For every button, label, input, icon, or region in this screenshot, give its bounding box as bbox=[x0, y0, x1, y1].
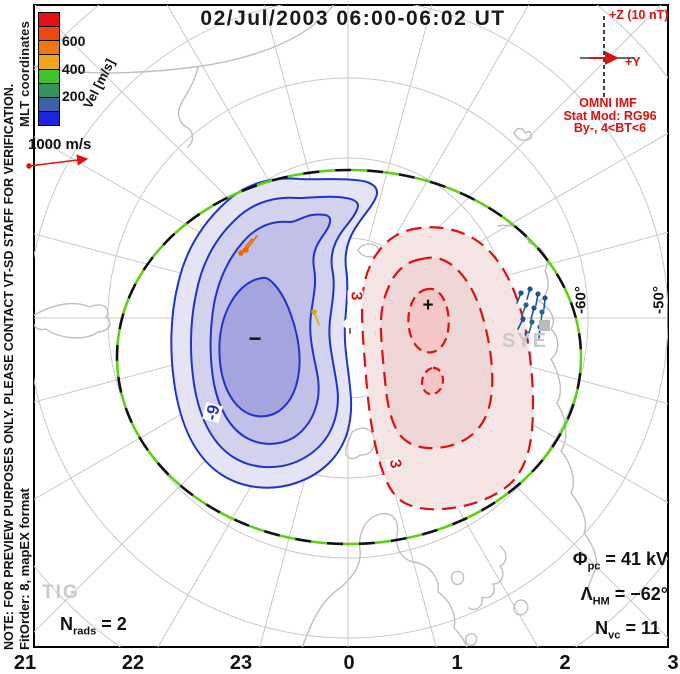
colorbar-segment bbox=[39, 41, 59, 56]
stat-phi-pc: Φpc = 41 kV bbox=[572, 549, 668, 573]
positive-cell-marker: + bbox=[422, 295, 434, 316]
radar-label-tig: TIG bbox=[42, 582, 80, 603]
lat-label-60: -60° bbox=[572, 286, 590, 314]
negative-potential-cell bbox=[170, 177, 379, 489]
mlt-tick-0: 0 bbox=[343, 652, 355, 674]
imf-z-label: +Z (10 nT) bbox=[609, 8, 669, 22]
colorbar-segment bbox=[39, 83, 59, 98]
negative-cell-marker: − bbox=[248, 326, 262, 351]
colorbar-segment bbox=[39, 55, 59, 70]
velocity-scale-label: 1000 m/s bbox=[28, 136, 92, 153]
pole-marker bbox=[343, 318, 355, 334]
stat-lambda-hm: ΛHM = −62° bbox=[580, 584, 668, 608]
imf-condition-label: By-, 4<BT<6 bbox=[573, 121, 647, 135]
sye-vectors bbox=[516, 286, 548, 345]
plot-title: 02/Jul/2003 06:00-06:02 UT bbox=[200, 7, 506, 30]
colorbar-segment bbox=[39, 27, 59, 42]
colorbar-tick-200: 200 bbox=[62, 88, 86, 104]
stat-n-rads: Nrads = 2 bbox=[60, 614, 127, 638]
imf-source-label: OMNI IMF bbox=[579, 96, 637, 110]
positive-potential-cell bbox=[360, 226, 535, 511]
mlt-tick-22: 22 bbox=[121, 652, 145, 674]
velocity-scale-arrow bbox=[26, 154, 89, 169]
colorbar-segment bbox=[39, 69, 59, 84]
colorbar-tick-400: 400 bbox=[62, 61, 86, 77]
imf-y-label: +Y bbox=[625, 55, 641, 69]
mlt-tick-3: 3 bbox=[667, 652, 679, 674]
mlt-tick-1: 1 bbox=[451, 652, 463, 674]
radar-label-sye: SYE bbox=[502, 330, 549, 352]
imf-model-label: Stat Mod: RG96 bbox=[563, 109, 657, 123]
velocity-vectors bbox=[238, 235, 548, 345]
imf-dial bbox=[580, 16, 634, 97]
colorbar-segment bbox=[39, 13, 59, 28]
mlt-tick-23: 23 bbox=[229, 652, 253, 674]
stat-n-vc: Nvc = 11 bbox=[595, 618, 660, 642]
sye-site-marker bbox=[539, 320, 550, 331]
velocity-colorbar bbox=[38, 12, 60, 126]
colorbar-segment bbox=[39, 111, 59, 125]
contour-label-pos3-left: 3 bbox=[347, 290, 365, 302]
hm-boundary bbox=[115, 168, 583, 546]
mlt-coordinates-label: MLT coordinates bbox=[17, 20, 32, 127]
lat-label-50: -50° bbox=[650, 286, 668, 314]
colorbar-segment bbox=[39, 97, 59, 112]
preview-note: NOTE: FOR PREVIEW PURPOSES ONLY. PLEASE … bbox=[2, 83, 16, 650]
fit-order-note: FitOrder: 8, mapEX format bbox=[17, 488, 32, 650]
mlt-tick-2: 2 bbox=[559, 652, 571, 674]
colorbar-tick-600: 600 bbox=[62, 33, 86, 49]
mlt-tick-21: 21 bbox=[13, 652, 37, 674]
